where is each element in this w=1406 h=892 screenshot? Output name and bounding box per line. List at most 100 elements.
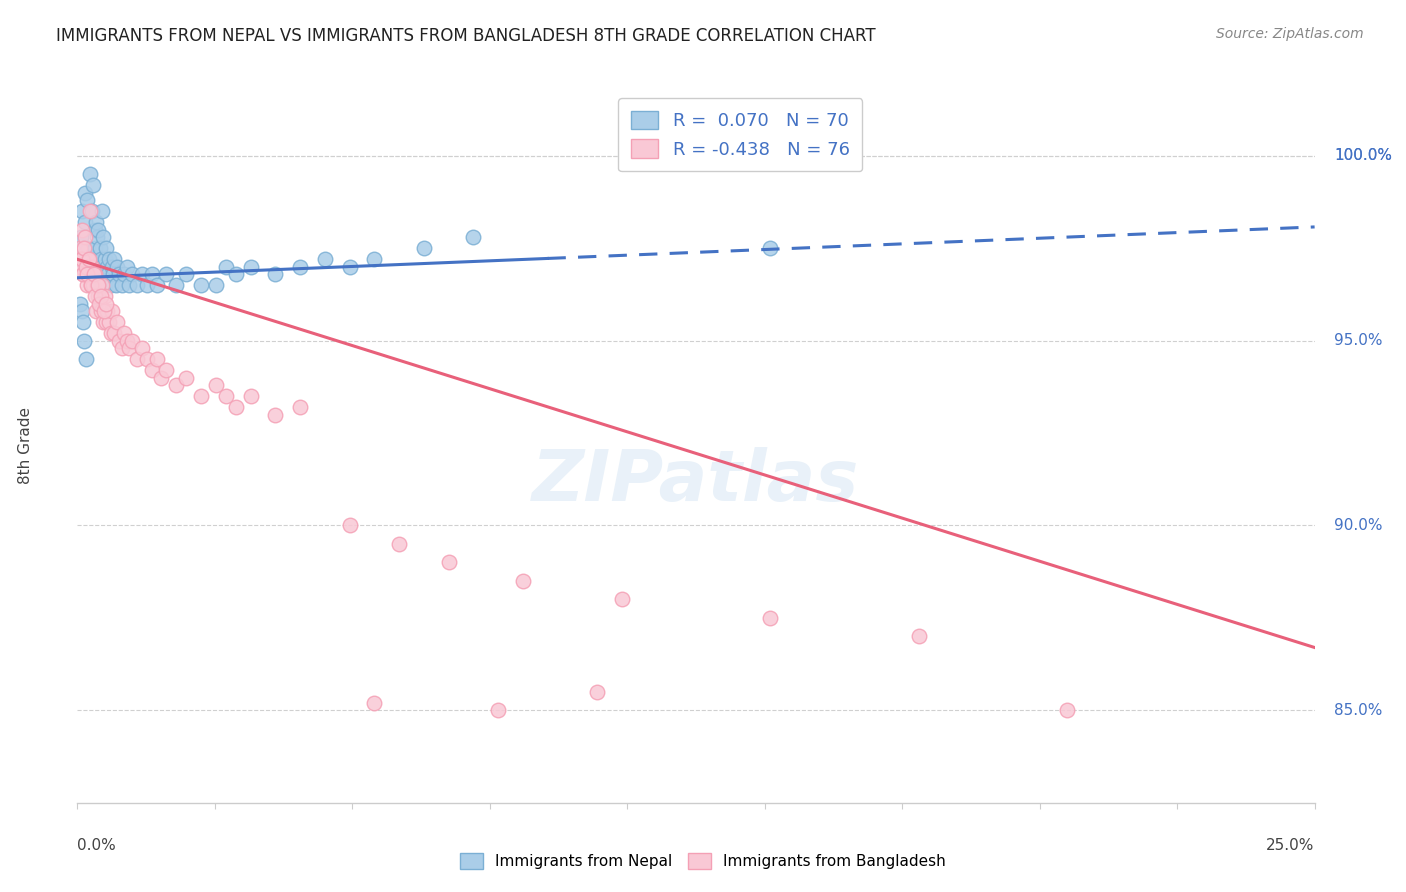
Point <box>91 260 114 274</box>
Point <box>100 326 122 341</box>
Point <box>93 289 115 303</box>
Point <box>82 278 104 293</box>
Point <box>174 370 197 384</box>
Point <box>105 260 128 274</box>
Point <box>69 252 91 267</box>
Point <box>131 267 153 281</box>
Text: 95.0%: 95.0% <box>1334 333 1384 348</box>
Point <box>121 267 143 281</box>
Point <box>150 370 173 384</box>
Point <box>141 267 163 281</box>
Point <box>363 252 385 267</box>
Point <box>101 267 124 281</box>
Point <box>72 223 94 237</box>
Point <box>83 223 105 237</box>
Point <box>75 260 97 274</box>
Point <box>118 341 141 355</box>
Point <box>141 363 163 377</box>
Point <box>135 352 157 367</box>
Text: Source: ZipAtlas.com: Source: ZipAtlas.com <box>1216 27 1364 41</box>
Point <box>91 315 114 329</box>
Point <box>75 260 97 274</box>
Point <box>100 278 122 293</box>
Point <box>103 252 125 267</box>
Point <box>90 252 112 267</box>
Point <box>69 241 91 255</box>
Point <box>72 241 94 255</box>
Point <box>91 278 114 293</box>
Point <box>264 408 287 422</box>
Point <box>89 267 111 281</box>
Point <box>165 378 187 392</box>
Point <box>72 267 94 281</box>
Point <box>1056 703 1078 717</box>
Point <box>83 267 105 281</box>
Point <box>77 252 100 267</box>
Point <box>486 703 509 717</box>
Point <box>131 341 153 355</box>
Point <box>108 334 131 348</box>
Point <box>264 267 287 281</box>
Point <box>586 685 609 699</box>
Point <box>104 278 127 293</box>
Point <box>93 252 115 267</box>
Point <box>90 289 112 303</box>
Point <box>76 193 98 207</box>
Point <box>97 267 120 281</box>
Point <box>84 215 107 229</box>
Point <box>86 278 108 293</box>
Point <box>105 315 128 329</box>
Point <box>135 278 157 293</box>
Text: 8th Grade: 8th Grade <box>18 408 32 484</box>
Point <box>759 611 782 625</box>
Point <box>77 241 100 255</box>
Point <box>111 278 134 293</box>
Point <box>288 260 311 274</box>
Point <box>112 326 135 341</box>
Point <box>83 267 105 281</box>
Point <box>73 186 96 200</box>
Point <box>118 278 141 293</box>
Point <box>87 289 110 303</box>
Point <box>72 267 94 281</box>
Text: ZIPatlas: ZIPatlas <box>533 447 859 516</box>
Point <box>412 241 434 255</box>
Point <box>69 260 91 274</box>
Point <box>70 252 93 267</box>
Point <box>84 289 107 303</box>
Point <box>155 363 177 377</box>
Point <box>82 267 104 281</box>
Point <box>94 241 117 255</box>
Text: 25.0%: 25.0% <box>1267 838 1315 854</box>
Point <box>610 592 633 607</box>
Point <box>73 334 96 348</box>
Point <box>80 278 103 293</box>
Point <box>84 304 107 318</box>
Point <box>75 352 97 367</box>
Point <box>79 167 101 181</box>
Point <box>80 278 103 293</box>
Point <box>512 574 534 588</box>
Text: IMMIGRANTS FROM NEPAL VS IMMIGRANTS FROM BANGLADESH 8TH GRADE CORRELATION CHART: IMMIGRANTS FROM NEPAL VS IMMIGRANTS FROM… <box>56 27 876 45</box>
Point <box>363 696 385 710</box>
Point <box>91 204 114 219</box>
Point <box>437 556 460 570</box>
Point <box>112 267 135 281</box>
Text: 0.0%: 0.0% <box>77 838 117 854</box>
Point <box>94 315 117 329</box>
Point <box>155 267 177 281</box>
Point <box>101 304 124 318</box>
Point <box>115 334 138 348</box>
Point <box>72 204 94 219</box>
Point <box>205 278 228 293</box>
Point <box>145 352 167 367</box>
Point <box>82 260 104 274</box>
Point <box>69 296 91 310</box>
Point <box>215 260 238 274</box>
Text: 100.0%: 100.0% <box>1334 148 1392 163</box>
Point <box>103 326 125 341</box>
Point <box>76 267 98 281</box>
Point <box>907 629 929 643</box>
Point <box>225 267 247 281</box>
Point <box>759 241 782 255</box>
